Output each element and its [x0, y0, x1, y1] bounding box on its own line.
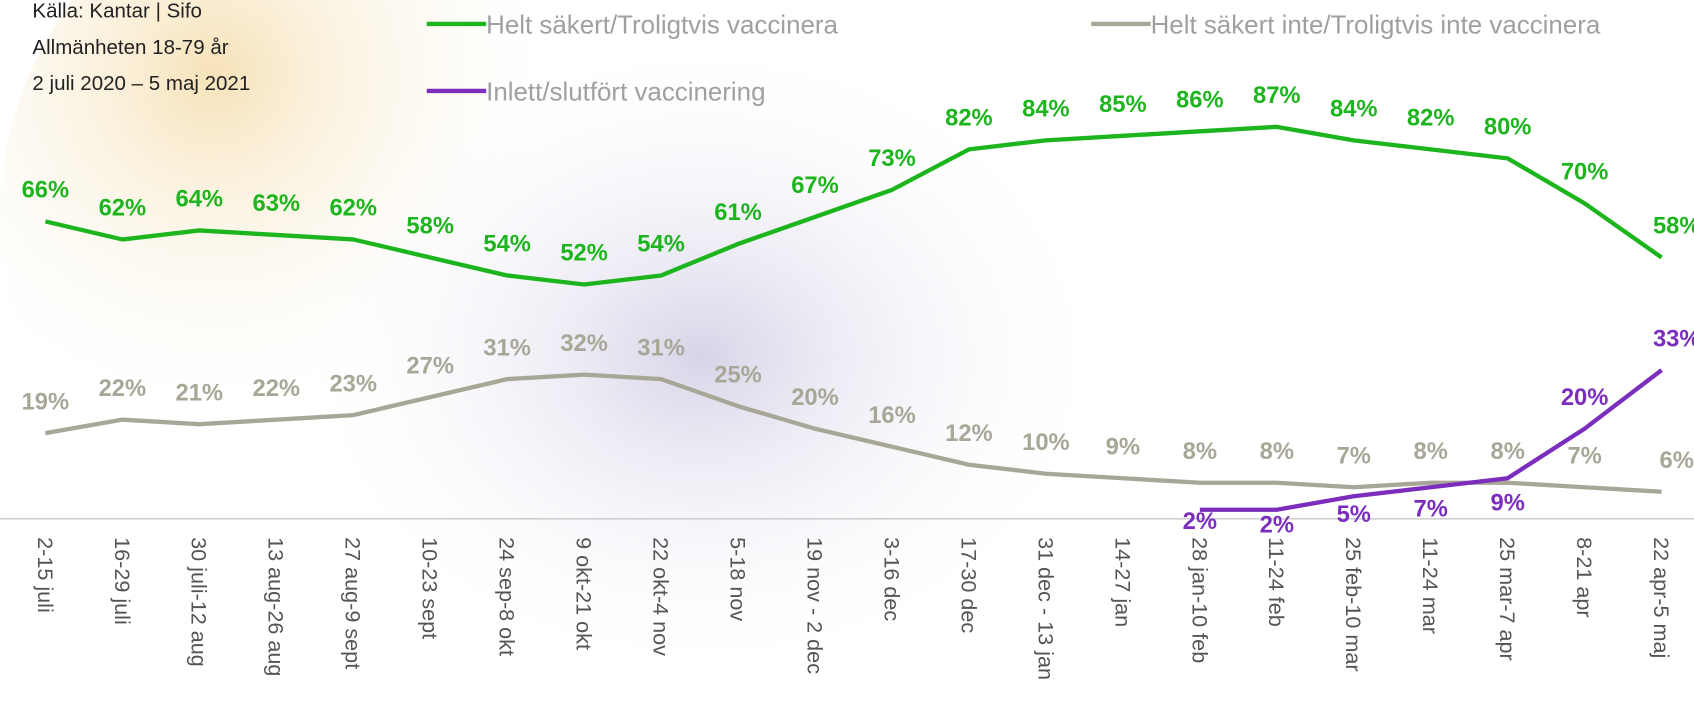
data-label: 86% — [1176, 87, 1224, 114]
x-tick-label: 25 feb-10 mar — [1341, 537, 1366, 671]
x-tick-label: 25 mar-7 apr — [1495, 537, 1520, 661]
data-label: 31% — [637, 334, 685, 361]
data-label: 20% — [1561, 384, 1609, 411]
data-label: 10% — [1022, 429, 1070, 456]
data-label: 5% — [1337, 501, 1371, 528]
line-series — [1199, 368, 1663, 512]
x-tick-label: 22 okt-4 nov — [649, 537, 674, 656]
data-label: 7% — [1567, 442, 1601, 469]
x-tick-label: 17-30 dec — [956, 537, 981, 633]
x-tick-label: 14-27 jan — [1110, 537, 1135, 627]
line-series — [45, 372, 1662, 494]
data-label: 21% — [176, 379, 224, 406]
data-label: 9% — [1491, 490, 1525, 517]
data-label: 58% — [1653, 213, 1694, 240]
data-label: 7% — [1337, 442, 1371, 469]
x-tick-label: 31 dec - 13 jan — [1033, 537, 1058, 680]
data-label: 58% — [406, 213, 454, 240]
data-label: 67% — [791, 172, 839, 199]
data-label: 66% — [22, 177, 70, 204]
data-label: 70% — [1561, 159, 1609, 186]
data-label: 6% — [1660, 447, 1694, 474]
data-label: 7% — [1414, 495, 1448, 522]
data-label: 82% — [1407, 105, 1455, 132]
line-series — [44, 124, 1663, 287]
data-label: 87% — [1253, 82, 1301, 109]
x-tick-label: 11-24 mar — [1418, 537, 1443, 634]
data-label: 2% — [1183, 508, 1217, 535]
data-label: 31% — [483, 334, 531, 361]
source: Källa: Kantar | Sifo — [32, 0, 202, 22]
data-label: 22% — [99, 375, 147, 402]
data-label: 32% — [560, 330, 608, 357]
x-tick-label: 24 sep-8 okt — [495, 537, 520, 656]
data-label: 80% — [1484, 114, 1532, 141]
data-label: 52% — [560, 240, 608, 267]
data-label: 8% — [1414, 438, 1448, 465]
data-label: 64% — [176, 186, 224, 213]
legend-label: Helt säkert/Troligtvis vaccinera — [486, 12, 838, 40]
x-tick-label: 2-15 juli — [33, 537, 58, 613]
data-label: 20% — [791, 384, 839, 411]
x-tick-label: 16-29 juli — [110, 537, 135, 625]
x-tick-label: 8-21 apr — [1572, 537, 1597, 617]
x-tick-label: 27 aug-9 sept — [341, 537, 366, 669]
x-tick-label: 19 nov - 2 dec — [802, 537, 827, 674]
source: Allmänheten 18-79 år — [32, 36, 228, 59]
data-label: 12% — [945, 420, 993, 447]
data-label: 27% — [406, 352, 454, 379]
data-label: 84% — [1330, 96, 1378, 123]
x-tick-label: 10-23 sept — [418, 537, 443, 639]
data-label: 73% — [868, 145, 916, 172]
data-label: 54% — [483, 231, 531, 258]
data-label: 2% — [1260, 511, 1294, 538]
data-label: 22% — [252, 375, 300, 402]
x-tick-label: 22 apr-5 maj — [1649, 537, 1674, 658]
x-tick-label: 11-24 feb — [1264, 537, 1289, 627]
data-label: 61% — [714, 199, 762, 226]
data-label: 63% — [252, 190, 300, 217]
data-label: 54% — [637, 231, 685, 258]
data-label: 33% — [1653, 325, 1694, 352]
legend-label: Helt säkert inte/Troligtvis inte vaccine… — [1151, 12, 1601, 40]
data-label: 82% — [945, 105, 993, 132]
legend-label: Inlett/slutfört vaccinering — [486, 79, 765, 107]
data-label: 8% — [1491, 438, 1525, 465]
x-tick-label: 5-18 nov — [725, 537, 750, 621]
data-label: 62% — [329, 195, 377, 222]
x-tick-label: 3-16 dec — [879, 537, 904, 621]
data-label: 8% — [1183, 438, 1217, 465]
data-label: 16% — [868, 402, 916, 429]
x-tick-label: 28 jan-10 feb — [1187, 537, 1212, 663]
data-label: 19% — [22, 388, 70, 415]
data-label: 8% — [1260, 438, 1294, 465]
data-label: 25% — [714, 361, 762, 388]
source: 2 juli 2020 – 5 maj 2021 — [32, 72, 250, 95]
data-label: 85% — [1099, 91, 1147, 118]
data-label: 23% — [329, 370, 377, 397]
x-tick-label: 13 aug-26 aug — [264, 537, 289, 676]
x-tick-label: 9 okt-21 okt — [572, 537, 597, 650]
data-label: 62% — [99, 195, 147, 222]
data-label: 9% — [1106, 433, 1140, 460]
data-label: 84% — [1022, 96, 1070, 123]
x-tick-label: 30 juli-12 aug — [187, 537, 212, 667]
